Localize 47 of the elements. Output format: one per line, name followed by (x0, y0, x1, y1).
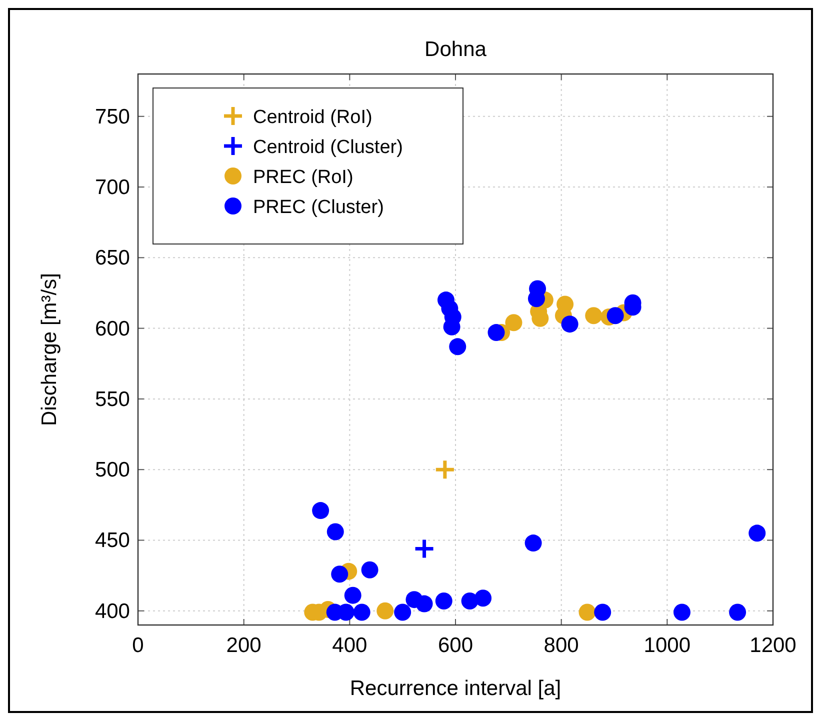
point (435, 592, 452, 610)
y-tick-label: 550 (94, 388, 130, 411)
x-axis-title: Recurrence interval [a] (350, 677, 562, 700)
point (326, 523, 344, 540)
x-tick-label: 1000 (644, 634, 691, 657)
point (748, 524, 766, 542)
point (312, 502, 330, 520)
point (416, 595, 433, 612)
legend-label: Centroid (RoI) (253, 107, 372, 128)
legend-label: Centroid (Cluster) (253, 137, 403, 158)
point (331, 566, 348, 583)
y-tick-label: 450 (94, 529, 130, 552)
point (434, 458, 456, 480)
point (524, 534, 542, 552)
y-tick-label: 400 (94, 600, 130, 623)
y-tick-label: 750 (94, 105, 130, 128)
x-tick-label: 600 (438, 634, 474, 657)
point (561, 316, 578, 333)
x-tick-label: 200 (226, 634, 262, 657)
point (606, 307, 624, 324)
point (344, 586, 362, 604)
point (729, 604, 746, 621)
point (474, 590, 492, 607)
point (361, 561, 378, 578)
x-tick-label: 400 (332, 634, 368, 657)
point (376, 602, 394, 620)
chart-title: Dohna (424, 38, 487, 61)
x-tick-label: 0 (132, 634, 144, 657)
y-tick-label: 700 (94, 176, 130, 200)
point (585, 307, 602, 324)
point (394, 604, 412, 621)
legend-label: PREC (RoI) (253, 167, 354, 188)
point (488, 324, 505, 342)
point (449, 338, 466, 356)
point (353, 604, 370, 621)
x-tick-label: 1200 (750, 634, 796, 657)
y-axis-title: Discharge [m³/s] (38, 273, 61, 426)
point (505, 314, 522, 332)
legend-label: PREC (Cluster) (253, 197, 384, 218)
y-tick-label: 600 (94, 317, 130, 340)
y-tick-label: 650 (94, 246, 130, 270)
point (578, 604, 596, 621)
y-tick-label: 500 (94, 458, 130, 482)
point (594, 604, 612, 621)
point (414, 538, 436, 560)
x-tick-label: 800 (544, 634, 579, 657)
point (673, 604, 690, 621)
